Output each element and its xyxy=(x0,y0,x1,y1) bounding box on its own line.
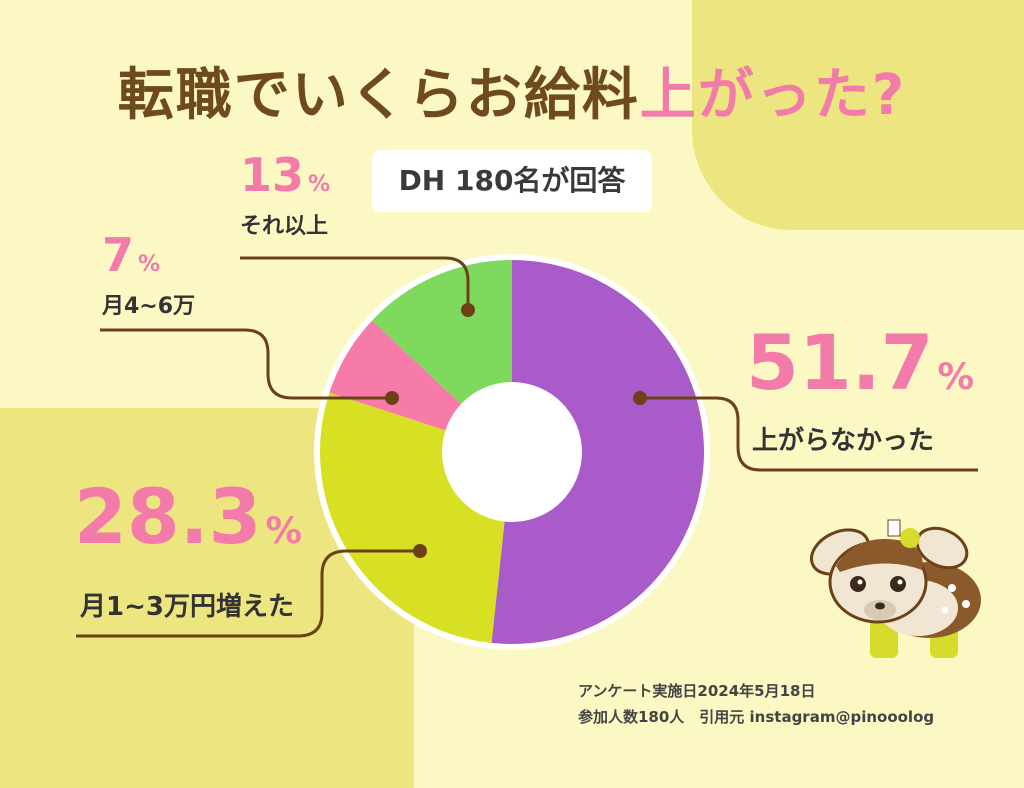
leader-dot-4to6 xyxy=(385,391,399,405)
leader-line-4to6 xyxy=(100,328,392,400)
pie-slice-0 xyxy=(491,260,704,644)
leader-dot-none xyxy=(633,391,647,405)
respondents-badge: DH 180名が回答 xyxy=(372,150,652,212)
pie-center-hole xyxy=(442,382,582,522)
pct-label-4to6: 7% xyxy=(102,228,161,282)
pie-chart xyxy=(76,254,981,658)
category-label-4to6: 月4~6万 xyxy=(102,294,196,319)
category-label-1to3: 月1~3万円増えた xyxy=(80,592,294,622)
leader-line-none xyxy=(640,396,978,472)
title-highlight: 上がった? xyxy=(639,63,907,128)
pct-label-sorei: 13% xyxy=(240,148,331,202)
leader-line-1to3 xyxy=(76,549,420,638)
page-title: 転職でいくらお給料上がった? xyxy=(0,50,1024,131)
source-note: 参加人数180人 引用元 instagram@pinooolog xyxy=(578,708,935,726)
background-shape-top-right xyxy=(692,0,1024,230)
title-main: 転職でいくらお給料 xyxy=(117,63,640,128)
leader-dot-1to3 xyxy=(413,544,427,558)
leader-dot-sorei xyxy=(461,303,475,317)
survey-date-note: アンケート実施日2024年5月18日 xyxy=(578,682,816,700)
pct-label-none: 51.7% xyxy=(746,318,975,407)
category-label-none: 上がらなかった xyxy=(752,426,935,456)
leader-line-sorei xyxy=(240,256,470,310)
deer-mascot xyxy=(810,519,981,658)
pct-label-1to3: 28.3% xyxy=(74,472,303,561)
category-label-sorei: それ以上 xyxy=(240,214,329,239)
